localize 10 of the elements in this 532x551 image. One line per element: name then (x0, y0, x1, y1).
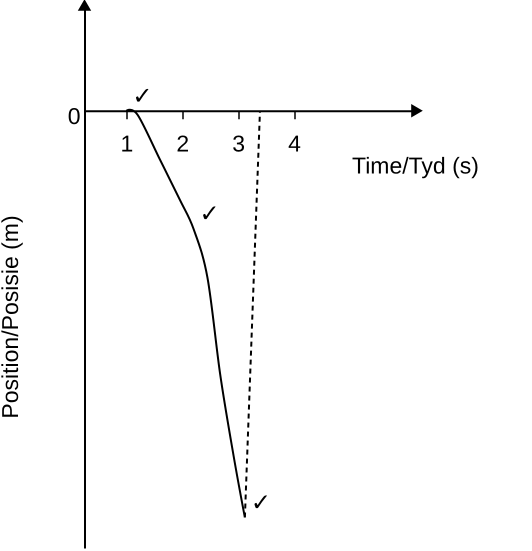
annotation: ✓ (250, 488, 271, 516)
x-tick-label: 1 (120, 130, 134, 156)
y-axis-title: Position/Posisie (m) (0, 215, 23, 419)
annotation: ✓ (199, 200, 220, 228)
x-axis-title: Time/Tyd (s) (352, 152, 479, 178)
text: 0 (68, 102, 80, 129)
x-tick-label: 2 (176, 130, 190, 156)
x-tick-label: 4 (288, 130, 302, 156)
x-tick-label: 3 (232, 130, 246, 156)
text: ✓ (132, 82, 153, 110)
